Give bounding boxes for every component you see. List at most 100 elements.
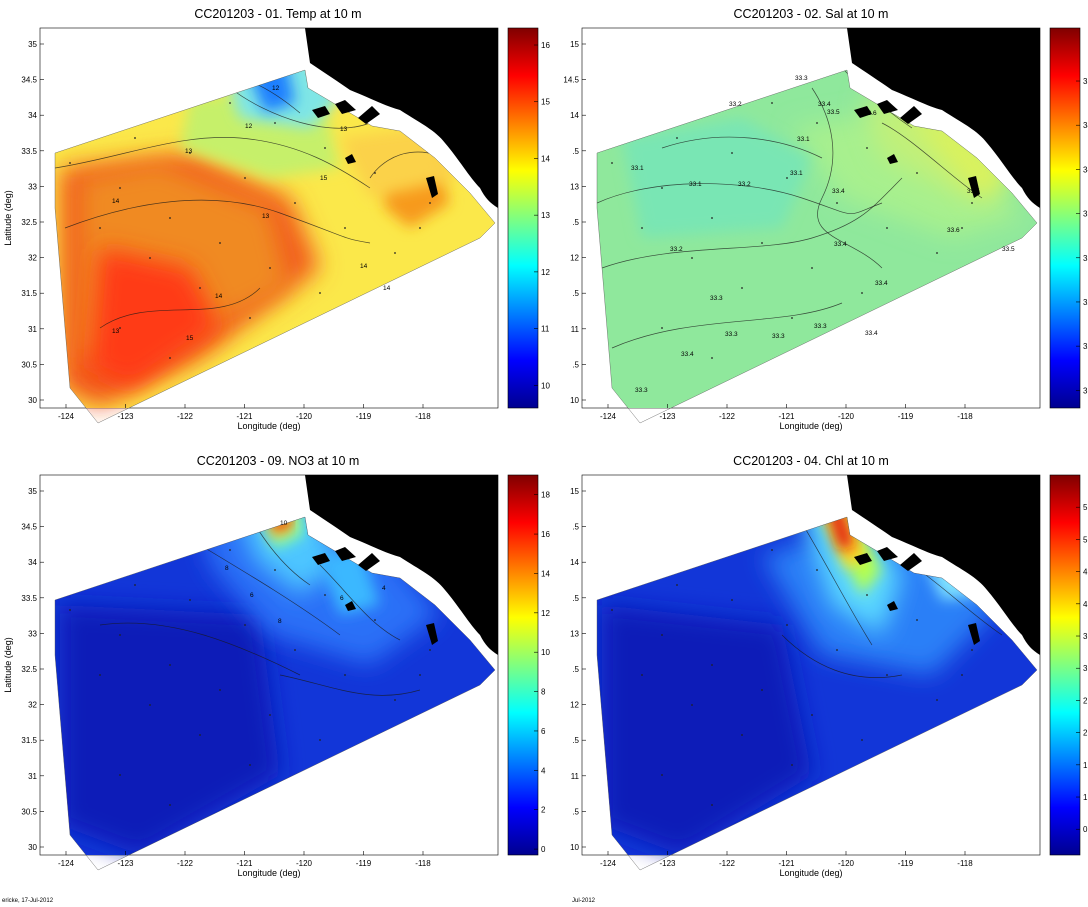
field-blob <box>792 108 1022 238</box>
station-dot <box>294 649 296 651</box>
station-dot <box>786 177 788 179</box>
island <box>312 553 330 565</box>
island <box>335 547 356 561</box>
contour-line <box>611 302 843 349</box>
station-dot <box>229 102 231 104</box>
colorbar-tick-label: 3 <box>1083 664 1088 673</box>
x-tick-label: -124 <box>600 859 617 868</box>
station-dot <box>761 689 763 691</box>
island <box>877 547 898 561</box>
contour-label: 6 <box>340 595 344 602</box>
x-tick-label: -124 <box>58 412 75 421</box>
contour-label: 33.4 <box>865 330 878 337</box>
y-tick-label: 33.5 <box>21 147 37 156</box>
colorbar-tick-label: 1.5 <box>1083 761 1088 770</box>
station-dot <box>866 594 868 596</box>
station-dot <box>69 609 71 611</box>
colorbar-tick-label: 12 <box>541 609 550 618</box>
y-tick-label: .5 <box>572 665 579 674</box>
y-tick-label: 10 <box>570 396 579 405</box>
station-dot <box>676 137 678 139</box>
y-tick-label: .5 <box>572 736 579 745</box>
y-tick-label: 32.5 <box>21 665 37 674</box>
colorbar-tick-label: 34 <box>1083 165 1088 174</box>
colorbar-tick-label: 35 <box>1083 77 1088 86</box>
y-tick-label: 34 <box>28 558 37 567</box>
station-dot <box>711 804 713 806</box>
colorbar-tick-label: 1 <box>1083 793 1088 802</box>
y-tick-label: 31 <box>28 325 37 334</box>
x-tick-label: -124 <box>600 412 617 421</box>
y-tick-label: .5 <box>572 360 579 369</box>
colorbar-tick-label: 15 <box>541 98 550 107</box>
station-dot <box>394 699 396 701</box>
station-dot <box>791 764 793 766</box>
station-dot <box>269 714 271 716</box>
station-dot <box>219 242 221 244</box>
island <box>426 176 438 198</box>
y-tick-label: 15 <box>570 487 579 496</box>
station-dot <box>816 122 818 124</box>
station-dot <box>169 664 171 666</box>
x-tick-label: -118 <box>415 412 431 421</box>
colorbar-tick-label: 3.5 <box>1083 632 1088 641</box>
y-tick-label: 14 <box>570 111 579 120</box>
colorbar-tick-label: 0.5 <box>1083 825 1088 834</box>
station-dot <box>641 674 643 676</box>
island <box>900 106 922 124</box>
contour-label: 10 <box>280 520 288 527</box>
y-tick-label: 10 <box>570 843 579 852</box>
contour-label: 6 <box>250 592 254 599</box>
station-dot <box>249 764 251 766</box>
x-tick-label: -122 <box>177 859 194 868</box>
station-dot <box>641 227 643 229</box>
region-outline <box>596 516 1038 871</box>
field-blob <box>622 118 812 238</box>
y-tick-label: .5 <box>572 523 579 532</box>
y-tick-label: 30.5 <box>21 360 37 369</box>
station-dot <box>916 172 918 174</box>
colorbar-tick-label: 33 <box>1083 254 1088 263</box>
land-mass <box>847 28 1040 208</box>
panel-title: CC201203 - 09. NO3 at 10 m <box>197 454 360 468</box>
y-tick-label: 31.5 <box>21 289 37 298</box>
y-tick-label: .5 <box>572 807 579 816</box>
station-dot <box>69 162 71 164</box>
island <box>887 601 898 611</box>
map-panel-1: CC201203 - 01. Temp at 10 m 12 12 13 13 13 14 1… <box>3 7 550 431</box>
x-tick-label: -121 <box>778 412 795 421</box>
y-tick-label: 33 <box>28 629 37 638</box>
station-dot <box>219 689 221 691</box>
station-dot <box>691 257 693 259</box>
station-dot <box>119 774 121 776</box>
island <box>335 100 356 114</box>
contour-label: 14 <box>215 293 223 300</box>
station-dot <box>229 549 231 551</box>
y-tick-label: 34.5 <box>21 76 37 85</box>
station-dot <box>134 584 136 586</box>
station-dot <box>711 664 713 666</box>
y-tick-label: 30 <box>28 396 37 405</box>
footer-left-text: ericke, 17-Jul-2012 <box>2 898 54 904</box>
station-dot <box>199 287 201 289</box>
contour-label: 33.6 <box>864 110 877 117</box>
contour-label: 33.3 <box>725 331 738 338</box>
contour-label: 33.4 <box>681 351 694 358</box>
contour-label: 4 <box>382 585 386 592</box>
y-tick-label: .5 <box>572 218 579 227</box>
region-outline <box>596 69 1038 424</box>
colorbar-tick-label: 2 <box>541 806 546 815</box>
y-tick-label: 32 <box>28 254 37 263</box>
station-dot <box>169 217 171 219</box>
x-tick-label: -123 <box>117 859 134 868</box>
panel-title: CC201203 - 02. Sal at 10 m <box>734 7 889 21</box>
y-tick-label: 31.5 <box>21 736 37 745</box>
field-blob <box>602 605 812 855</box>
x-tick-label: -119 <box>356 412 372 421</box>
contour-line <box>239 517 311 586</box>
island <box>854 106 872 118</box>
station-dot <box>274 569 276 571</box>
station-dot <box>811 267 813 269</box>
colorbar-tick-label: 32 <box>1083 342 1088 351</box>
station-dot <box>816 569 818 571</box>
